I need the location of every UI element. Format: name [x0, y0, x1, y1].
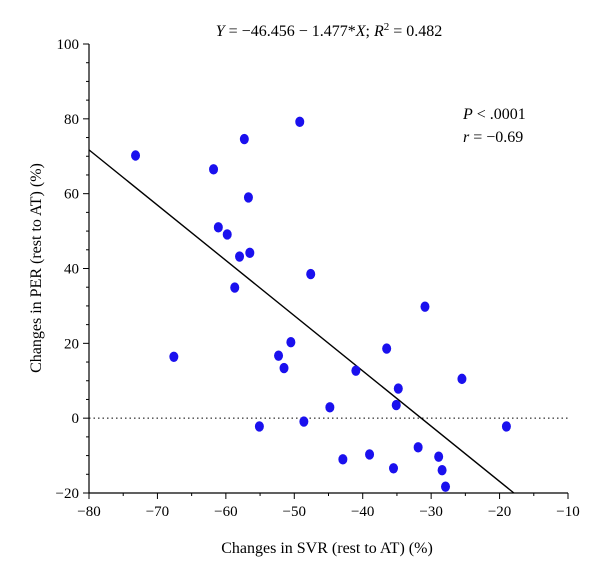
x-tick-label: −70	[146, 504, 169, 520]
data-point	[325, 402, 335, 413]
data-point	[389, 463, 399, 474]
chart-title: Y = −46.456 − 1.477*X; R2 = 0.482	[216, 21, 443, 40]
x-tick-label: −10	[556, 504, 579, 520]
title-separator: ;	[366, 23, 374, 40]
data-point	[441, 481, 451, 492]
data-point	[457, 373, 467, 385]
data-point	[420, 301, 430, 312]
y-tick-label: −20	[56, 486, 79, 502]
title-y-symbol: Y	[216, 23, 227, 40]
data-point	[222, 229, 232, 240]
data-point	[413, 442, 423, 453]
data-point	[213, 222, 223, 233]
data-point	[365, 449, 375, 460]
data-point	[338, 454, 348, 465]
regression-line-layer	[88, 149, 515, 494]
plot-axes	[88, 44, 568, 494]
data-point	[434, 451, 444, 462]
data-point	[131, 150, 141, 161]
y-tick-label: 40	[64, 262, 79, 278]
y-tick-label: 0	[72, 411, 80, 427]
x-axis-title: Changes in SVR (rest to AT) (%)	[221, 540, 433, 557]
r-value-annotation: r = −0.69	[463, 129, 523, 146]
y-tick-label: 80	[64, 112, 79, 128]
title-r2-value: = 0.482	[389, 23, 442, 40]
x-tick-label: −30	[419, 504, 442, 520]
data-point	[254, 421, 264, 432]
y-tick-label: 100	[57, 37, 80, 53]
y-tick-label: 60	[64, 187, 79, 203]
title-superscript: 2	[384, 21, 390, 33]
x-tick-label: −40	[351, 504, 374, 520]
regression-line	[88, 149, 515, 494]
x-tick-label: −20	[488, 504, 511, 520]
data-point	[235, 251, 245, 262]
y-axis-title: Changes in PER (rest to AT) (%)	[28, 163, 45, 373]
data-point	[306, 268, 316, 280]
data-point	[299, 416, 309, 427]
p-value-text: < .0001	[473, 106, 526, 123]
r-value-text: = −0.69	[469, 129, 523, 146]
data-point	[382, 343, 392, 354]
data-point	[209, 164, 219, 175]
data-point	[391, 399, 401, 411]
data-point	[351, 365, 361, 376]
title-r-symbol: R	[373, 23, 384, 40]
data-point	[437, 464, 447, 476]
y-tick-label: 20	[64, 336, 79, 352]
data-point	[230, 282, 240, 293]
data-point	[274, 350, 284, 361]
data-point	[279, 362, 289, 374]
data-point	[393, 383, 403, 394]
title-x-symbol: X	[355, 23, 367, 40]
r-symbol: r	[463, 129, 470, 146]
data-point	[245, 247, 255, 258]
x-tick-label: −80	[77, 504, 100, 520]
data-point	[243, 192, 253, 203]
x-tick-label: −50	[283, 504, 306, 520]
title-equation: = −46.456 − 1.477*	[225, 23, 356, 40]
p-value-annotation: P < .0001	[462, 106, 526, 123]
data-point	[239, 133, 249, 145]
data-point	[295, 116, 305, 128]
tick-layer: −80 −70 −60 −50 −40 −30 −20 −10 −20 0 20 40 60 80 100	[56, 37, 580, 520]
data-point	[169, 351, 179, 363]
data-points	[131, 116, 511, 492]
p-symbol: P	[462, 106, 473, 123]
data-point	[286, 337, 296, 348]
x-tick-label: −60	[214, 504, 237, 520]
data-point	[501, 421, 511, 432]
